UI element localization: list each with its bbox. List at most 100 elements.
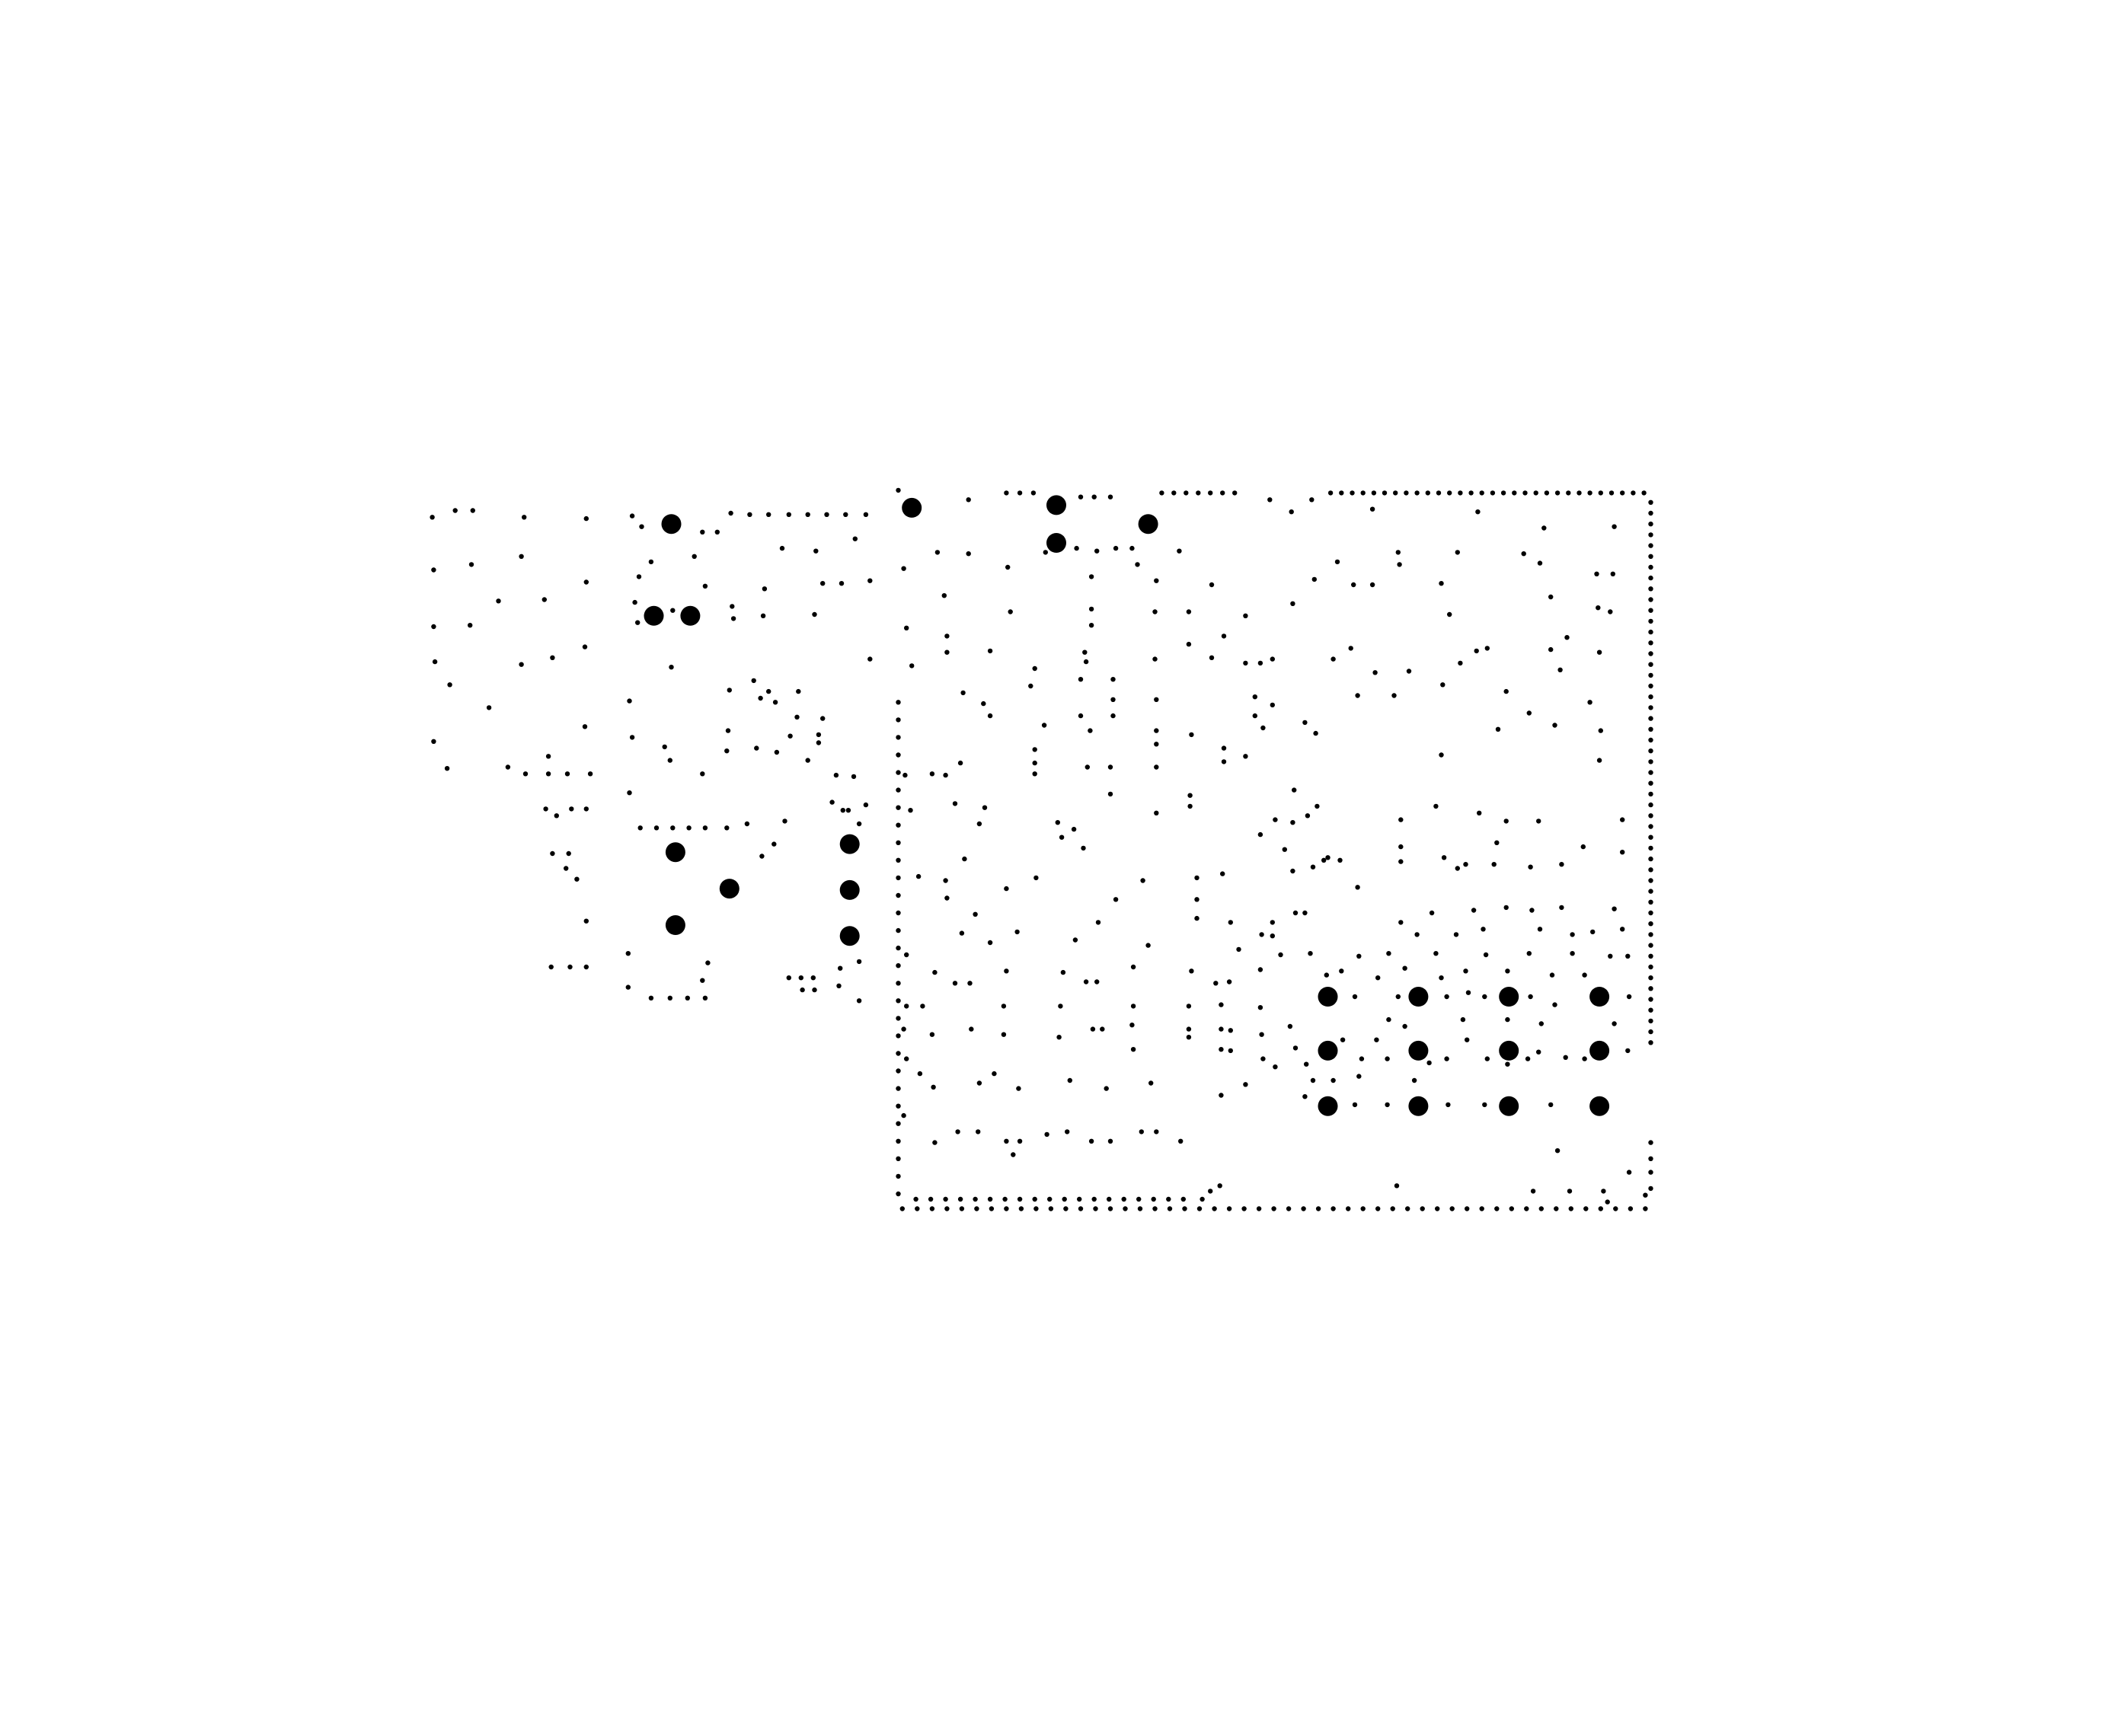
small-dot	[1463, 862, 1468, 867]
small-dot	[1290, 868, 1295, 874]
border-dot	[896, 805, 901, 810]
small-dot	[1273, 817, 1278, 822]
border-dot	[1151, 1196, 1156, 1202]
small-dot	[1033, 875, 1039, 881]
small-dot	[1351, 582, 1356, 588]
small-dot	[1082, 649, 1088, 655]
small-dot	[929, 771, 935, 777]
border-dot	[1648, 986, 1653, 991]
small-dot	[1308, 951, 1313, 956]
small-dot	[1270, 656, 1276, 662]
small-dot	[1094, 548, 1100, 554]
small-dot	[1495, 726, 1501, 732]
border-dot	[896, 717, 901, 723]
small-dot	[1154, 697, 1159, 702]
small-dot	[1219, 1002, 1224, 1007]
small-dot	[1088, 606, 1094, 612]
small-dot	[1386, 1016, 1391, 1023]
large-dot	[680, 605, 701, 626]
small-dot	[744, 821, 750, 827]
small-dot	[867, 656, 873, 662]
small-dot	[635, 620, 641, 625]
small-dot	[545, 754, 551, 759]
small-dot	[944, 633, 950, 639]
small-dot	[766, 512, 771, 517]
small-dot	[1305, 813, 1311, 819]
border-dot	[1182, 1206, 1187, 1211]
border-dot	[974, 1206, 979, 1211]
border-dot	[1405, 1206, 1410, 1211]
small-dot	[1292, 787, 1297, 793]
border-dot	[1648, 899, 1653, 905]
small-dot	[587, 771, 593, 777]
small-dot	[522, 771, 529, 777]
border-dot	[1648, 510, 1653, 516]
small-dot	[1440, 682, 1446, 688]
small-dot	[564, 866, 569, 871]
border-dot	[896, 1051, 901, 1056]
border-dot	[1648, 1007, 1653, 1013]
small-dot	[1444, 1056, 1449, 1061]
border-dot	[1598, 1206, 1603, 1211]
small-dot	[1620, 850, 1625, 855]
small-dot	[1529, 908, 1535, 913]
small-dot	[1439, 581, 1444, 586]
small-dot	[554, 813, 559, 819]
small-dot	[1243, 1082, 1248, 1087]
small-dot	[1359, 1056, 1365, 1061]
small-dot	[1455, 866, 1461, 871]
small-dot	[1178, 1138, 1184, 1144]
border-dot	[1648, 889, 1653, 894]
border-dot	[1018, 1206, 1024, 1211]
border-dot	[1078, 1206, 1084, 1211]
small-dot	[1433, 951, 1439, 956]
border-dot	[896, 945, 901, 951]
small-dot	[1243, 660, 1248, 666]
border-dot	[1436, 490, 1442, 496]
small-dot	[1503, 819, 1509, 824]
small-dot	[1608, 609, 1613, 614]
small-dot	[1270, 702, 1276, 708]
border-dot	[1648, 651, 1653, 656]
small-dot	[1113, 897, 1119, 902]
small-dot	[1465, 990, 1471, 995]
border-dot	[1554, 490, 1561, 496]
small-dot	[1107, 791, 1113, 797]
border-dot	[1522, 490, 1528, 496]
border-dot	[928, 1196, 934, 1202]
large-dot	[665, 842, 685, 863]
border-dot	[896, 857, 901, 863]
border-dot	[1608, 490, 1615, 496]
large-dot	[1318, 987, 1338, 1007]
small-dot	[856, 959, 862, 965]
small-dot	[1259, 932, 1264, 937]
small-dot	[1484, 646, 1490, 651]
small-dot	[1372, 670, 1378, 675]
small-dot	[1552, 1002, 1557, 1007]
small-dot	[1374, 1037, 1379, 1042]
border-dot	[1648, 629, 1653, 635]
small-dot	[1541, 525, 1547, 531]
small-dot	[1017, 1138, 1023, 1144]
large-dot	[1589, 987, 1610, 1007]
small-dot	[929, 1032, 935, 1037]
small-dot	[1259, 1032, 1264, 1037]
small-dot	[976, 1129, 981, 1134]
border-dot	[1048, 1206, 1054, 1211]
border-dot	[896, 840, 901, 846]
border-dot	[1137, 1206, 1143, 1211]
small-dot	[943, 878, 948, 883]
small-dot	[1386, 951, 1391, 956]
large-dot	[1499, 1040, 1519, 1061]
small-dot	[766, 688, 771, 694]
small-dot	[1395, 550, 1401, 555]
border-dot	[1648, 564, 1653, 570]
small-dot	[1309, 497, 1315, 503]
small-dot	[700, 771, 705, 777]
small-dot	[1594, 571, 1599, 576]
border-dot	[1420, 1206, 1425, 1211]
small-dot	[1528, 994, 1533, 1000]
small-dot	[1559, 905, 1564, 911]
small-dot	[1221, 759, 1227, 764]
small-dot	[1375, 975, 1381, 981]
